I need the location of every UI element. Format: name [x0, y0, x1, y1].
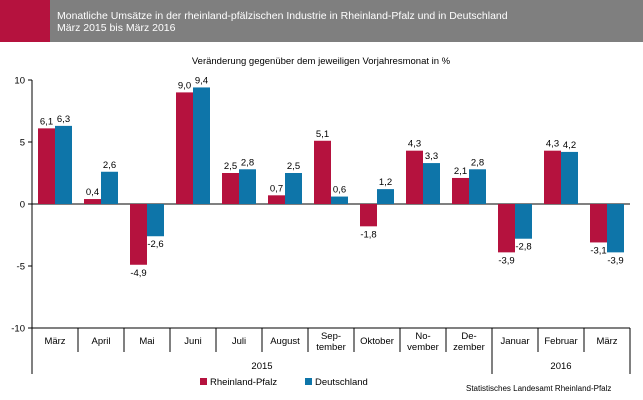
bar [515, 204, 532, 239]
bar [84, 199, 101, 204]
bar-value-label: -2,8 [515, 242, 531, 253]
bar-value-label: -3,9 [498, 255, 514, 266]
x-tick-label: August [270, 336, 300, 347]
legend-swatch-rheinland-pfalz [200, 378, 207, 385]
y-tick-label: 10 [14, 76, 25, 87]
x-tick-label: vember [407, 342, 439, 353]
chart-subtitle: Veränderung gegenüber dem jeweiligen Vor… [192, 56, 451, 67]
bar [377, 189, 394, 204]
bar-value-label: -4,9 [130, 268, 146, 279]
y-tick-label: -10 [11, 324, 25, 335]
bar [423, 163, 440, 204]
x-tick-label: No- [415, 331, 430, 342]
bar [331, 196, 348, 204]
bar-value-label: 2,5 [224, 161, 237, 172]
year-label: 2015 [251, 361, 272, 372]
y-tick-label: -5 [17, 262, 25, 273]
bar-value-label: 2,8 [471, 157, 484, 168]
bar [498, 204, 515, 253]
bar [285, 173, 302, 204]
bar [176, 92, 193, 204]
bar-value-label: -2,6 [147, 239, 163, 250]
bar-value-label: 2,6 [103, 160, 116, 171]
y-tick-label: 0 [20, 200, 25, 211]
legend-item-deutschland: Deutschland [305, 377, 368, 388]
bar-value-label: 3,3 [425, 151, 438, 162]
bar [360, 204, 377, 227]
bar [469, 169, 486, 204]
x-tick-label: zember [453, 342, 485, 353]
bar-value-label: -3,1 [590, 245, 606, 256]
y-tick-label: 5 [20, 138, 25, 149]
legend-swatch-deutschland [305, 378, 312, 385]
x-tick-label: Sep- [321, 331, 341, 342]
bar-value-label: 2,5 [287, 161, 300, 172]
chart-title-line1: Monatliche Umsätze in der rheinland-pfäl… [57, 10, 508, 22]
bar-value-label: 0,4 [86, 187, 99, 198]
bar [222, 173, 239, 204]
x-tick-label: Juli [232, 336, 246, 347]
x-tick-label: Juni [184, 336, 201, 347]
legend-label-deutschland: Deutschland [315, 377, 368, 388]
bar-value-label: -3,9 [607, 255, 623, 266]
x-tick-label: März [44, 336, 65, 347]
bar-value-label: 0,7 [270, 183, 283, 194]
bar-value-label: 2,8 [241, 157, 254, 168]
year-label: 2016 [550, 361, 571, 372]
bar-value-label: 4,3 [408, 139, 421, 150]
x-tick-label: Oktober [360, 336, 394, 347]
bar-value-label: 6,1 [40, 116, 53, 127]
bar [590, 204, 607, 243]
bar [193, 87, 210, 204]
bar-value-label: 1,2 [379, 177, 392, 188]
x-tick-label: Januar [500, 336, 529, 347]
bar [147, 204, 164, 237]
bar-chart: Veränderung gegenüber dem jeweiligen Vor… [11, 56, 631, 374]
bar [452, 177, 469, 204]
bar [314, 140, 331, 204]
chart-title-line2: März 2015 bis März 2016 [57, 22, 176, 34]
legend-item-rheinland-pfalz: Rheinland-Pfalz [200, 377, 277, 388]
x-tick-label: Mai [139, 336, 154, 347]
bar [544, 150, 561, 204]
bar [101, 171, 118, 204]
bar-value-label: 4,3 [546, 139, 559, 150]
bar [268, 195, 285, 204]
bar-value-label: 0,6 [333, 185, 346, 196]
bar-value-label: 2,1 [454, 166, 467, 177]
bar-value-label: -1,8 [360, 229, 376, 240]
bar [239, 169, 256, 204]
bar-value-label: 6,3 [57, 114, 70, 125]
x-tick-label: April [91, 336, 110, 347]
bar [38, 128, 55, 204]
header-accent [0, 0, 50, 42]
x-tick-label: März [596, 336, 617, 347]
bar-value-label: 9,0 [178, 80, 191, 91]
x-tick-label: Februar [544, 336, 577, 347]
bar-value-label: 4,2 [563, 140, 576, 151]
bar [406, 150, 423, 204]
bar-value-label: 9,4 [195, 75, 208, 86]
chart-header: Monatliche Umsätze in der rheinland-pfäl… [0, 0, 643, 42]
source-note: Statistisches Landesamt Rheinland-Pfalz [466, 384, 612, 393]
bar [561, 151, 578, 204]
bar [130, 204, 147, 265]
x-tick-label: De- [461, 331, 476, 342]
x-tick-label: tember [316, 342, 346, 353]
bar [607, 204, 624, 253]
bar-value-label: 5,1 [316, 129, 329, 140]
legend-label-rheinland-pfalz: Rheinland-Pfalz [210, 377, 278, 388]
bar [55, 125, 72, 204]
